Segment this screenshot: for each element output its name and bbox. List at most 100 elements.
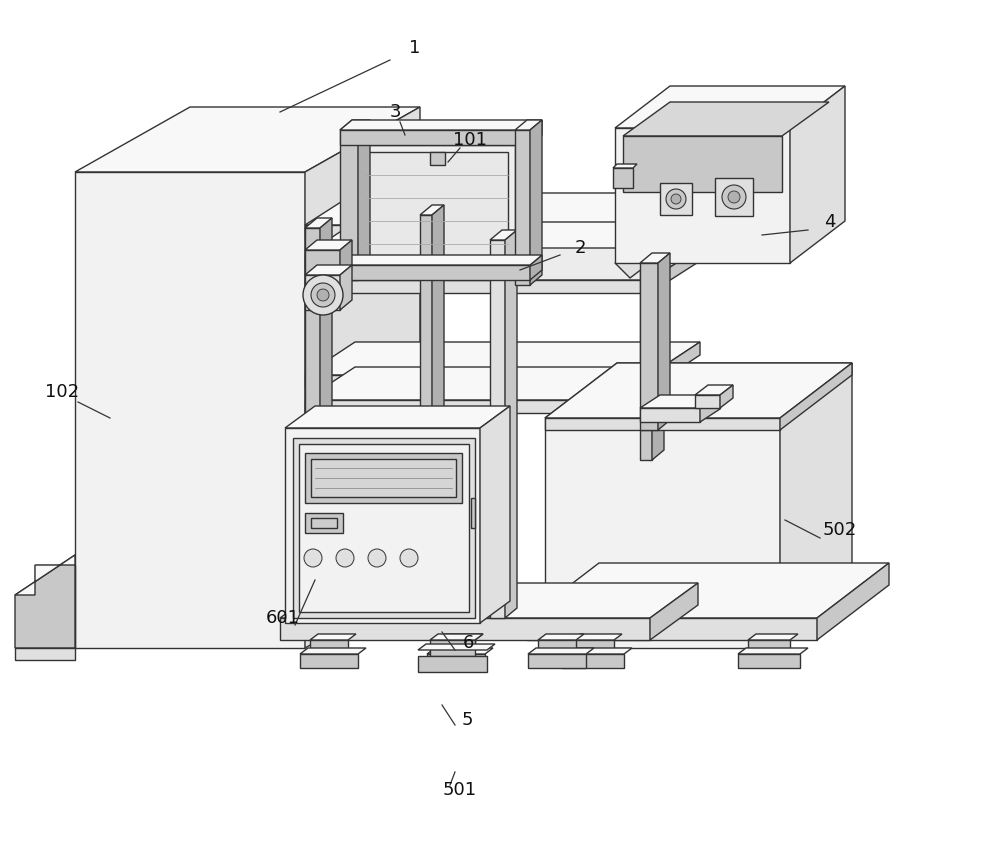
Polygon shape (613, 168, 633, 188)
Polygon shape (545, 418, 780, 648)
Polygon shape (311, 459, 456, 497)
Polygon shape (817, 563, 889, 640)
Polygon shape (515, 130, 530, 285)
Polygon shape (515, 120, 542, 130)
Polygon shape (15, 555, 75, 595)
Text: 501: 501 (443, 781, 477, 799)
Polygon shape (650, 248, 700, 293)
Polygon shape (305, 255, 650, 268)
Polygon shape (418, 656, 487, 672)
Polygon shape (695, 385, 733, 395)
Polygon shape (545, 418, 780, 430)
Polygon shape (305, 367, 700, 400)
Polygon shape (562, 648, 632, 654)
Polygon shape (437, 640, 475, 654)
Text: 101: 101 (453, 131, 487, 149)
Polygon shape (572, 634, 622, 640)
Polygon shape (285, 406, 510, 428)
Polygon shape (75, 172, 305, 648)
Polygon shape (420, 215, 432, 475)
Polygon shape (293, 438, 475, 618)
Polygon shape (358, 120, 370, 280)
Text: 1: 1 (409, 39, 421, 57)
Polygon shape (310, 640, 348, 654)
Polygon shape (530, 120, 542, 285)
Polygon shape (15, 555, 75, 648)
Text: 4: 4 (824, 213, 836, 231)
Polygon shape (490, 230, 517, 240)
Polygon shape (340, 240, 352, 275)
Polygon shape (365, 152, 508, 258)
Polygon shape (530, 120, 542, 145)
Polygon shape (650, 583, 698, 640)
Polygon shape (527, 618, 817, 640)
Circle shape (666, 189, 686, 209)
Polygon shape (505, 230, 517, 618)
Circle shape (728, 191, 740, 203)
Polygon shape (527, 563, 889, 618)
Text: 6: 6 (462, 634, 474, 652)
Polygon shape (280, 583, 698, 618)
Polygon shape (305, 342, 700, 375)
Text: 601: 601 (266, 609, 300, 627)
Polygon shape (538, 634, 584, 640)
Polygon shape (280, 618, 650, 640)
Polygon shape (715, 178, 753, 216)
Polygon shape (305, 265, 352, 275)
Circle shape (722, 185, 746, 209)
Polygon shape (310, 634, 356, 640)
Polygon shape (300, 648, 366, 654)
Polygon shape (490, 240, 505, 618)
Polygon shape (340, 255, 542, 265)
Polygon shape (700, 395, 720, 422)
Polygon shape (748, 640, 790, 654)
Polygon shape (545, 363, 852, 418)
Polygon shape (738, 654, 800, 668)
Polygon shape (437, 634, 483, 640)
Polygon shape (75, 107, 420, 172)
Circle shape (671, 194, 681, 204)
Polygon shape (432, 205, 444, 475)
Polygon shape (640, 253, 670, 263)
Polygon shape (35, 565, 75, 648)
Polygon shape (572, 640, 614, 654)
Polygon shape (613, 164, 637, 168)
Polygon shape (305, 275, 340, 310)
Polygon shape (340, 120, 542, 130)
Polygon shape (562, 654, 624, 668)
Polygon shape (305, 193, 700, 225)
Text: 2: 2 (574, 239, 586, 257)
Polygon shape (305, 240, 352, 250)
Polygon shape (615, 128, 790, 263)
Polygon shape (780, 363, 852, 648)
Polygon shape (15, 648, 75, 660)
Polygon shape (305, 400, 650, 413)
Polygon shape (305, 453, 462, 503)
Polygon shape (305, 250, 340, 275)
Polygon shape (471, 498, 475, 528)
Polygon shape (480, 406, 510, 623)
Polygon shape (285, 428, 480, 623)
Polygon shape (615, 86, 845, 128)
Polygon shape (320, 218, 332, 475)
Polygon shape (305, 280, 650, 293)
Circle shape (304, 549, 322, 567)
Polygon shape (660, 183, 692, 215)
Polygon shape (340, 130, 530, 145)
Polygon shape (340, 265, 530, 280)
Polygon shape (300, 654, 358, 668)
Circle shape (311, 283, 335, 307)
Polygon shape (623, 136, 782, 192)
Polygon shape (340, 120, 370, 130)
Polygon shape (430, 634, 483, 640)
Polygon shape (658, 253, 670, 430)
Polygon shape (311, 518, 337, 528)
Polygon shape (430, 152, 445, 165)
Polygon shape (538, 640, 576, 654)
Polygon shape (420, 205, 444, 215)
Polygon shape (640, 215, 652, 460)
Polygon shape (640, 408, 700, 422)
Polygon shape (530, 255, 542, 280)
Circle shape (317, 289, 329, 301)
Circle shape (400, 549, 418, 567)
